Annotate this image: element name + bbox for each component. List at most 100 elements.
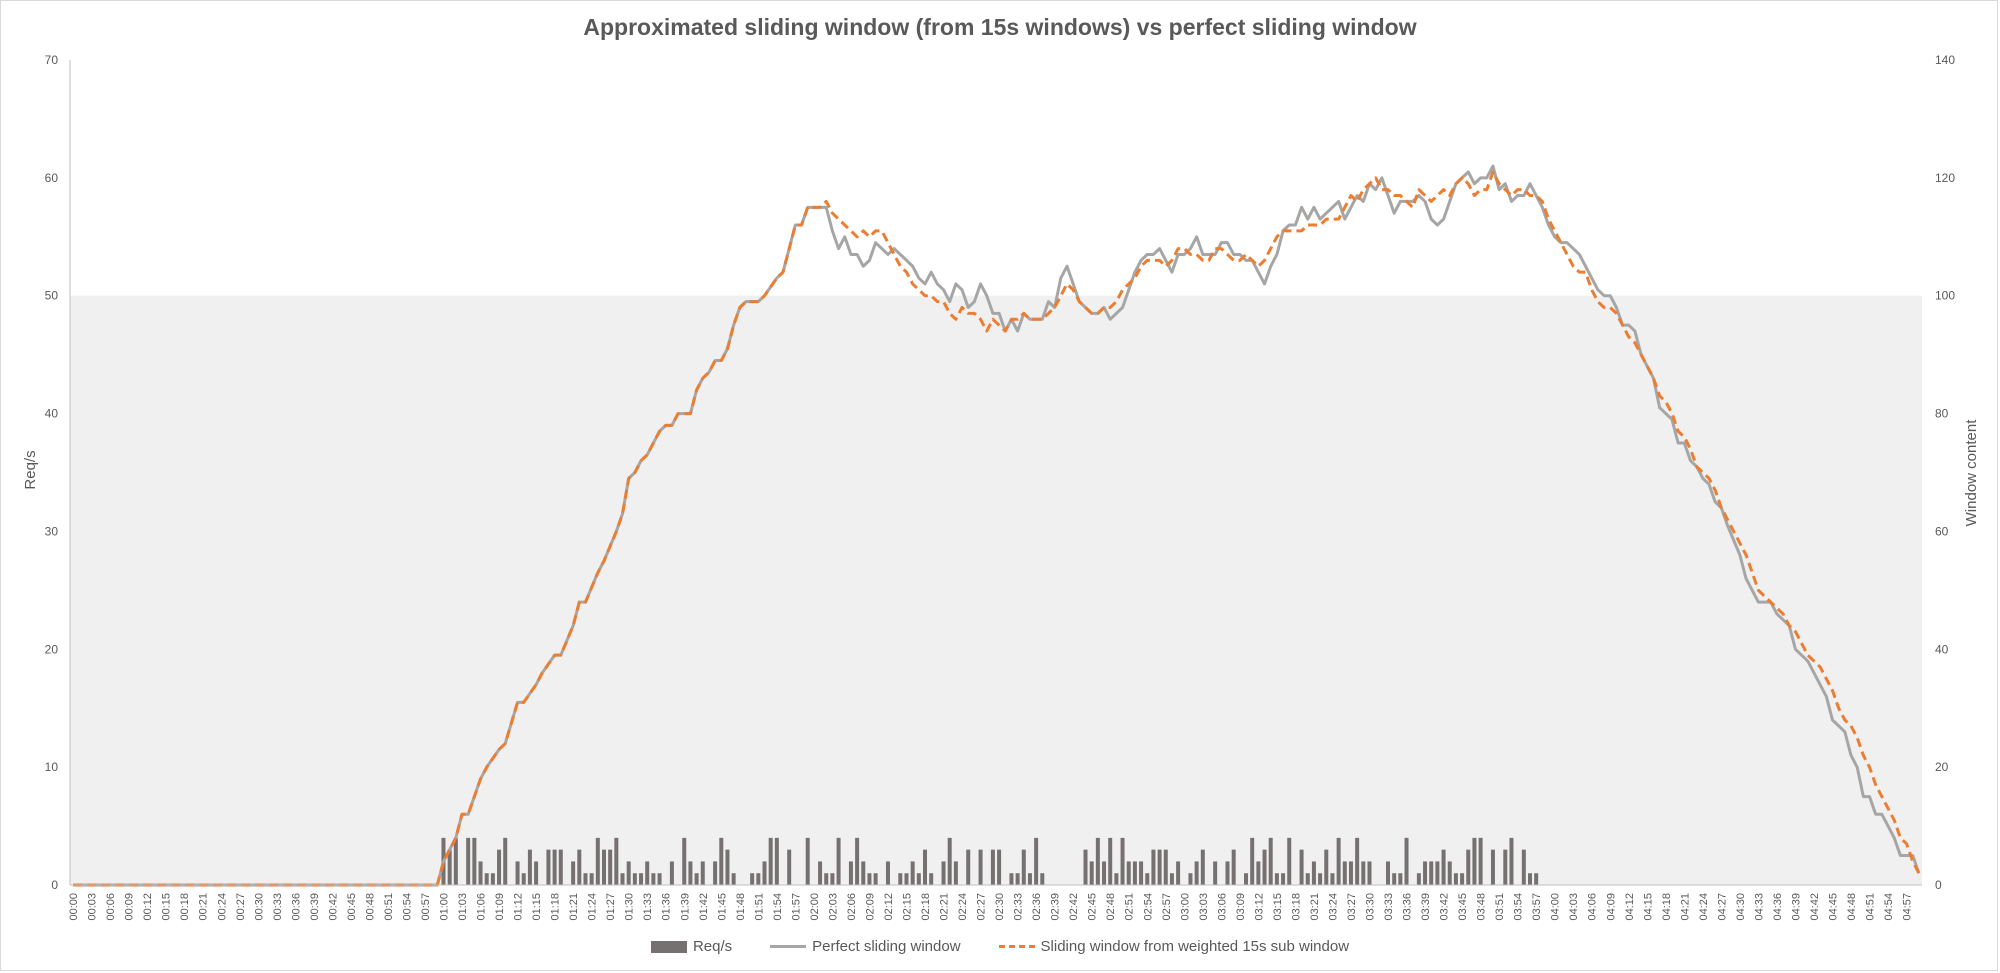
legend-label-req-per-sec: Req/s xyxy=(692,938,733,955)
x-tick: 01:51 xyxy=(753,893,765,921)
req-bar xyxy=(447,849,452,885)
y-axis-left-ticks: 0 10 20 30 40 50 60 70 xyxy=(45,53,59,892)
req-bar xyxy=(1126,861,1131,885)
x-tick: 03:09 xyxy=(1235,893,1247,921)
x-tick: 02:36 xyxy=(1031,893,1043,921)
req-bar xyxy=(608,849,613,885)
x-tick: 02:54 xyxy=(1142,893,1154,921)
x-tick: 00:45 xyxy=(346,893,358,921)
req-bar xyxy=(490,873,495,885)
x-tick: 02:27 xyxy=(976,893,988,921)
x-tick: 00:51 xyxy=(383,893,395,921)
y-tick-right: 100 xyxy=(1935,289,1955,303)
x-tick: 03:51 xyxy=(1494,893,1506,921)
x-tick: 03:57 xyxy=(1531,893,1543,921)
x-tick: 01:45 xyxy=(716,893,728,921)
threshold-band xyxy=(70,295,1922,885)
weighted-sliding-window-line xyxy=(73,170,1921,887)
y-tick-right: 20 xyxy=(1935,760,1949,774)
y-tick-right: 0 xyxy=(1935,878,1942,892)
x-tick: 00:30 xyxy=(253,893,265,921)
x-tick: 01:42 xyxy=(698,893,710,921)
req-bar xyxy=(929,873,934,885)
req-bar xyxy=(1453,873,1458,885)
x-tick: 03:21 xyxy=(1309,893,1321,921)
req-bar xyxy=(1200,849,1205,885)
req-bar xyxy=(1102,861,1107,885)
y-tick-left: 50 xyxy=(45,289,59,303)
req-bar xyxy=(1441,849,1446,885)
x-tick: 03:39 xyxy=(1420,893,1432,921)
req-bar xyxy=(1132,861,1137,885)
x-tick: 01:57 xyxy=(790,893,802,921)
req-bar xyxy=(966,849,971,885)
req-bar xyxy=(1447,861,1452,885)
x-tick: 02:57 xyxy=(1161,893,1173,921)
req-bar xyxy=(1509,837,1514,885)
req-bar xyxy=(552,849,557,885)
req-bar xyxy=(1169,873,1174,885)
req-bar xyxy=(521,873,526,885)
req-bar xyxy=(1274,873,1279,885)
y-tick-left: 10 xyxy=(45,760,59,774)
x-tick: 02:24 xyxy=(957,893,969,921)
x-tick: 01:24 xyxy=(587,893,599,921)
legend-swatch-solid xyxy=(770,945,807,948)
req-bar xyxy=(1311,861,1316,885)
x-tick: 02:39 xyxy=(1050,893,1062,921)
req-bar xyxy=(1250,837,1255,885)
legend-item-weighted: Sliding window from weighted 15s sub win… xyxy=(998,938,1349,955)
req-bar xyxy=(1009,873,1014,885)
req-bar xyxy=(867,873,872,885)
y-tick-left: 20 xyxy=(45,642,59,656)
req-bar xyxy=(1429,861,1434,885)
x-tick: 00:57 xyxy=(420,893,432,921)
x-tick: 03:42 xyxy=(1439,893,1451,921)
x-tick: 04:09 xyxy=(1605,893,1617,921)
req-bar xyxy=(1392,873,1397,885)
x-tick: 01:27 xyxy=(605,893,617,921)
x-tick: 01:03 xyxy=(457,893,469,921)
x-tick: 01:09 xyxy=(494,893,506,921)
x-tick: 01:15 xyxy=(531,893,543,921)
req-bar xyxy=(688,861,693,885)
req-bar xyxy=(626,861,631,885)
x-tick: 03:18 xyxy=(1290,893,1302,921)
y-tick-right: 120 xyxy=(1935,171,1955,185)
x-tick: 04:54 xyxy=(1883,893,1895,921)
req-bar xyxy=(694,873,699,885)
req-bar xyxy=(1114,873,1119,885)
req-bar xyxy=(1108,837,1113,885)
req-bar xyxy=(1157,849,1162,885)
x-tick: 04:42 xyxy=(1809,893,1821,921)
x-tick: 00:12 xyxy=(142,893,154,921)
x-tick: 01:18 xyxy=(550,893,562,921)
req-bar xyxy=(1305,873,1310,885)
x-tick: 02:21 xyxy=(939,893,951,921)
x-tick: 04:57 xyxy=(1902,893,1914,921)
x-tick: 01:21 xyxy=(568,893,580,921)
req-bar xyxy=(861,861,866,885)
req-bar xyxy=(1367,861,1372,885)
req-bar xyxy=(466,837,471,885)
req-bar xyxy=(1095,837,1100,885)
req-bar xyxy=(700,861,705,885)
req-bar xyxy=(1021,849,1026,885)
x-tick: 03:33 xyxy=(1383,893,1395,921)
req-bar xyxy=(1416,873,1421,885)
x-tick: 02:18 xyxy=(920,893,932,921)
req-bar xyxy=(1268,837,1273,885)
x-tick: 00:42 xyxy=(327,893,339,921)
req-bar xyxy=(1188,873,1193,885)
req-bar xyxy=(1281,873,1286,885)
x-tick: 00:21 xyxy=(198,893,210,921)
y-axis-right-title: Window content xyxy=(1963,419,1980,527)
req-bar xyxy=(762,861,767,885)
req-bar xyxy=(595,837,600,885)
req-bar xyxy=(632,873,637,885)
y-tick-right: 40 xyxy=(1935,642,1949,656)
x-tick: 03:48 xyxy=(1476,893,1488,921)
legend-swatch-bar xyxy=(650,940,687,953)
x-tick: 00:48 xyxy=(364,893,376,921)
